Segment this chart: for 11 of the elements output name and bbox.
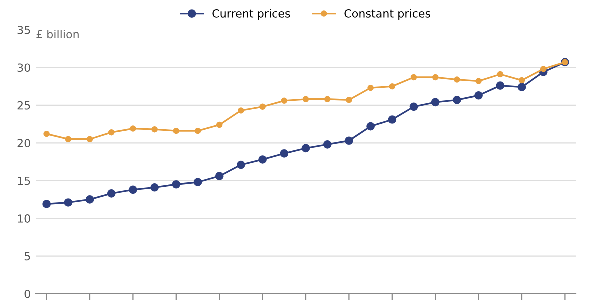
y-tick-label: 0 bbox=[24, 290, 30, 298]
y-axis-title: £ billion bbox=[36, 30, 79, 39]
legend-label: Current prices bbox=[212, 9, 290, 20]
y-tick-label: 35 bbox=[18, 26, 30, 34]
y-tick-label: 10 bbox=[18, 214, 30, 223]
y-tick-label: 5 bbox=[24, 252, 30, 261]
legend-label: Constant prices bbox=[344, 9, 430, 20]
y-tick-label: 25 bbox=[18, 101, 30, 110]
y-tick-label: 15 bbox=[18, 176, 30, 186]
y-tick-label: 20 bbox=[18, 139, 30, 148]
y-tick-label: 30 bbox=[18, 64, 30, 72]
